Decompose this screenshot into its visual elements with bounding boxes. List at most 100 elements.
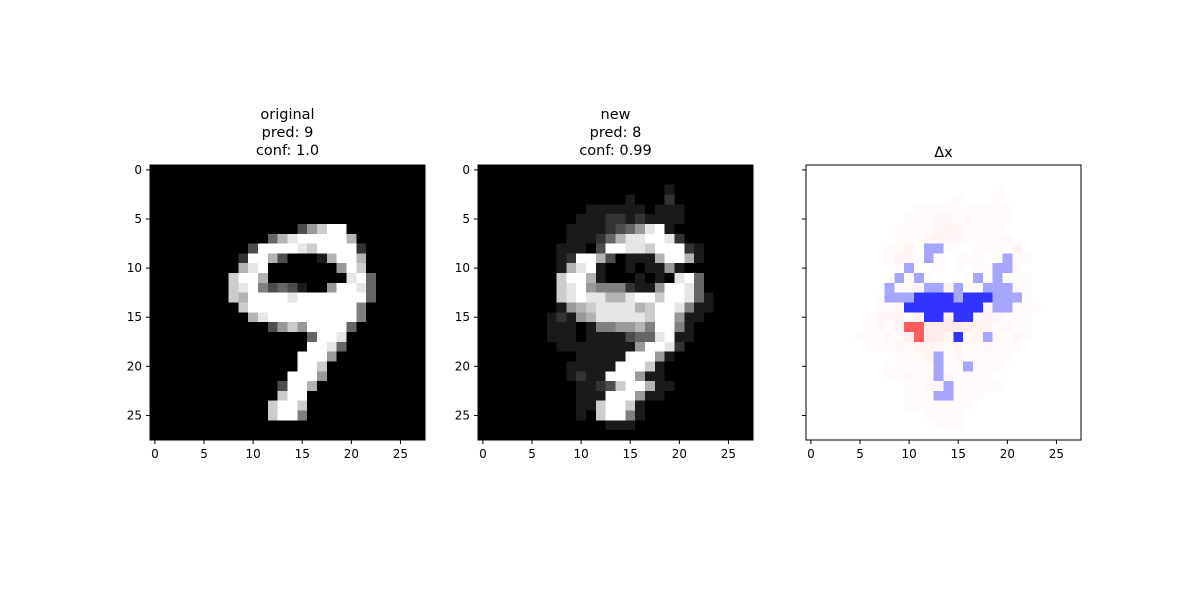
heatmap-cell — [497, 223, 508, 235]
heatmap-cell — [1031, 331, 1043, 343]
heatmap-cell — [385, 204, 396, 215]
heatmap-cell — [943, 351, 954, 362]
heatmap-cell — [1012, 263, 1023, 274]
heatmap-cell — [258, 351, 269, 362]
heatmap-cell — [159, 174, 171, 186]
heatmap-cell — [375, 273, 387, 284]
heatmap-cell — [674, 322, 685, 333]
heatmap-cell — [972, 253, 984, 264]
heatmap-cell — [815, 371, 827, 382]
heatmap-cell — [297, 322, 308, 333]
heatmap-cell — [336, 420, 347, 431]
heatmap-cell — [845, 233, 856, 244]
heatmap-cell — [326, 273, 338, 284]
heatmap-cell — [1031, 263, 1043, 274]
heatmap-cell — [943, 204, 954, 215]
heatmap-cell — [825, 253, 836, 264]
heatmap-cell — [478, 273, 489, 284]
heatmap-cell — [238, 302, 249, 313]
heatmap-cell — [635, 263, 646, 274]
heatmap-cell — [556, 410, 567, 421]
heatmap-cell — [1022, 302, 1033, 313]
heatmap-cell — [806, 331, 817, 343]
heatmap-cell — [1012, 410, 1023, 421]
heatmap-cell — [864, 361, 876, 372]
heatmap-cell — [199, 420, 210, 431]
heatmap-cell — [546, 165, 557, 176]
heatmap-cell — [855, 273, 866, 284]
heatmap-cell — [326, 253, 338, 264]
heatmap-cell — [605, 253, 616, 264]
heatmap-cell — [595, 184, 607, 195]
heatmap-cell — [884, 390, 895, 402]
heatmap-cell — [566, 381, 577, 392]
heatmap-cell — [733, 253, 744, 264]
heatmap-cell — [527, 194, 538, 205]
heatmap-cell — [703, 420, 715, 431]
heatmap-cell — [507, 420, 518, 431]
heatmap-cell — [982, 165, 994, 176]
heatmap-cell — [605, 292, 616, 303]
heatmap-cell — [1031, 243, 1043, 254]
heatmap-cell — [395, 302, 406, 313]
heatmap-cell — [385, 351, 396, 362]
heatmap-cell — [527, 331, 538, 343]
heatmap-cell — [326, 371, 338, 382]
heatmap-cell — [595, 302, 607, 313]
heatmap-cell — [684, 292, 695, 303]
heatmap-cell — [845, 194, 856, 205]
heatmap-cell — [375, 302, 387, 313]
heatmap-cell — [287, 390, 298, 402]
heatmap-cell — [336, 361, 347, 372]
heatmap-cell — [644, 371, 656, 382]
heatmap-cell — [307, 184, 318, 195]
heatmap-cell — [267, 184, 279, 195]
heatmap-cell — [595, 312, 607, 323]
heatmap-cell — [366, 223, 377, 235]
heatmap-cell — [644, 263, 656, 274]
heatmap-cell — [933, 263, 944, 274]
heatmap-cell — [635, 194, 646, 205]
heatmap-cell — [992, 331, 1003, 343]
heatmap-cell — [228, 223, 239, 235]
heatmap-cell — [297, 420, 308, 431]
heatmap-cell — [963, 243, 974, 254]
heatmap-cell — [1071, 400, 1082, 411]
heatmap-cell — [694, 381, 705, 392]
heatmap-cell — [150, 371, 161, 382]
heatmap-cell — [815, 322, 827, 333]
heatmap-cell — [238, 263, 249, 274]
heatmap-cell — [703, 184, 715, 195]
heatmap-cell — [208, 381, 220, 392]
heatmap-cell — [346, 253, 357, 264]
heatmap-cell — [884, 420, 895, 431]
heatmap-cell — [287, 233, 298, 244]
heatmap-cell — [723, 243, 734, 254]
heatmap-cell — [904, 214, 915, 225]
heatmap-cell — [694, 322, 705, 333]
heatmap-cell — [933, 361, 944, 372]
heatmap-cell — [982, 351, 994, 362]
heatmap-cell — [1022, 184, 1033, 195]
heatmap-cell — [1002, 420, 1013, 431]
x-tick-label: 25 — [393, 447, 408, 461]
heatmap-cell — [806, 243, 817, 254]
heatmap-cell — [297, 184, 308, 195]
heatmap-cell — [346, 165, 357, 176]
heatmap-cell — [415, 371, 426, 382]
heatmap-cell — [478, 194, 489, 205]
heatmap-cell — [527, 273, 538, 284]
heatmap-cell — [546, 204, 557, 215]
heatmap-cell — [864, 174, 876, 186]
heatmap-cell — [605, 351, 616, 362]
heatmap-cell — [835, 351, 846, 362]
heatmap-cell — [703, 390, 715, 402]
y-tick-label: 10 — [455, 261, 470, 275]
heatmap-cell — [743, 194, 754, 205]
heatmap-cell — [992, 214, 1003, 225]
heatmap-cell — [179, 361, 190, 372]
heatmap-cell — [1031, 341, 1043, 353]
heatmap-cell — [615, 331, 626, 343]
heatmap-cell — [1061, 243, 1072, 254]
heatmap-cell — [385, 214, 396, 225]
